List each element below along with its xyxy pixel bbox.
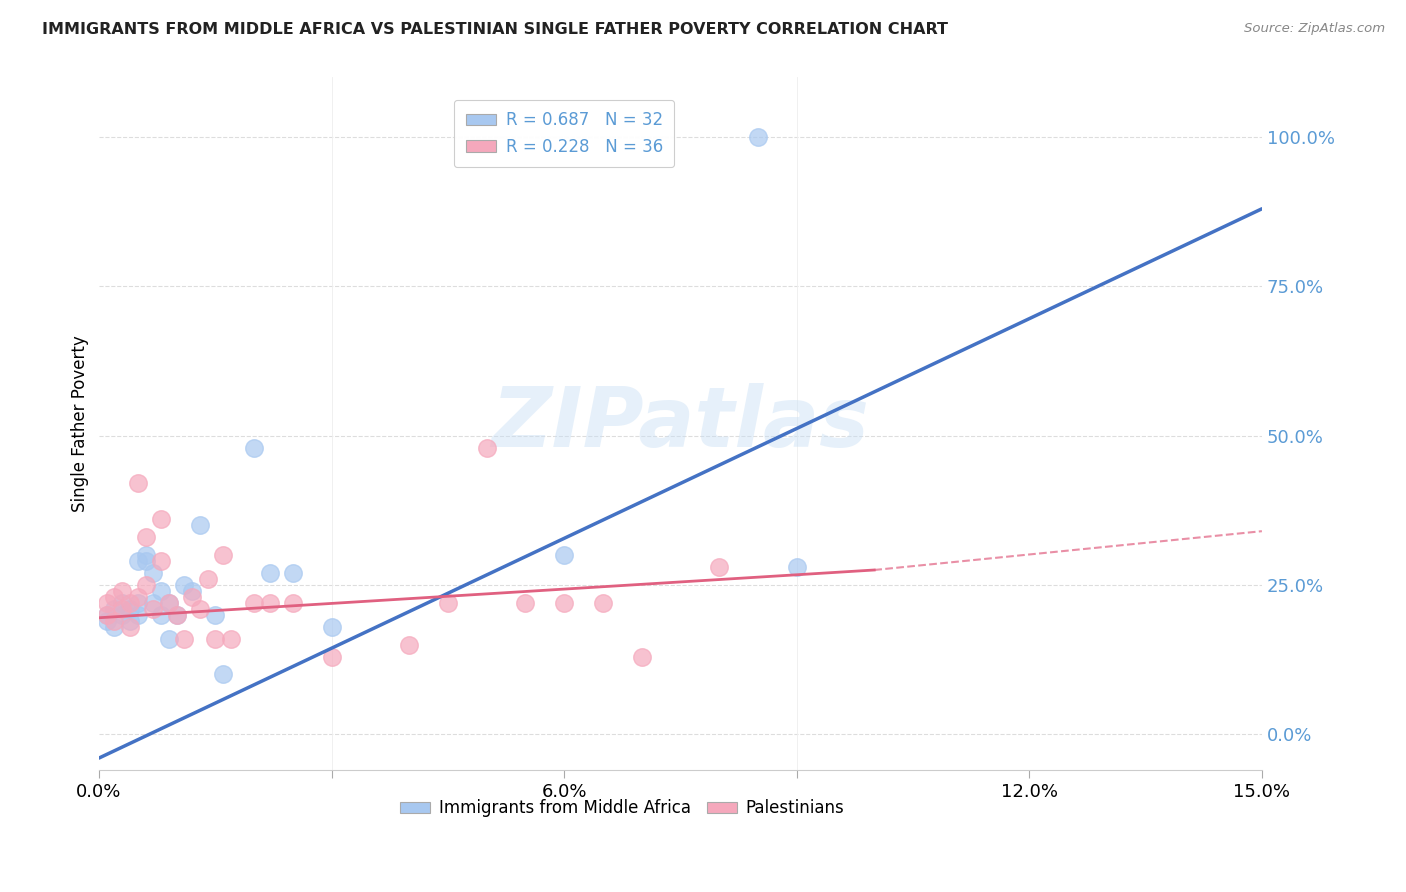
Point <box>134 578 156 592</box>
Point <box>243 596 266 610</box>
Point <box>437 596 460 610</box>
Point <box>747 130 769 145</box>
Point <box>103 614 125 628</box>
Point <box>103 602 125 616</box>
Point <box>96 614 118 628</box>
Point <box>553 596 575 610</box>
Point <box>96 607 118 622</box>
Point <box>219 632 242 646</box>
Point <box>157 632 180 646</box>
Point <box>111 607 134 622</box>
Point <box>321 649 343 664</box>
Point <box>553 548 575 562</box>
Point <box>398 638 420 652</box>
Point <box>166 607 188 622</box>
Point <box>281 566 304 580</box>
Point <box>212 667 235 681</box>
Point <box>127 596 149 610</box>
Point <box>134 548 156 562</box>
Text: Source: ZipAtlas.com: Source: ZipAtlas.com <box>1244 22 1385 36</box>
Point <box>475 441 498 455</box>
Y-axis label: Single Father Poverty: Single Father Poverty <box>72 335 89 512</box>
Point <box>197 572 219 586</box>
Point <box>630 649 652 664</box>
Point <box>111 596 134 610</box>
Point <box>111 602 134 616</box>
Point <box>204 632 226 646</box>
Point <box>321 620 343 634</box>
Point <box>181 583 204 598</box>
Point <box>157 596 180 610</box>
Point <box>127 554 149 568</box>
Text: IMMIGRANTS FROM MIDDLE AFRICA VS PALESTINIAN SINGLE FATHER POVERTY CORRELATION C: IMMIGRANTS FROM MIDDLE AFRICA VS PALESTI… <box>42 22 948 37</box>
Point <box>166 607 188 622</box>
Point <box>103 620 125 634</box>
Point <box>111 583 134 598</box>
Point <box>259 596 281 610</box>
Point <box>96 596 118 610</box>
Point <box>127 607 149 622</box>
Point <box>259 566 281 580</box>
Point <box>134 530 156 544</box>
Point <box>142 566 165 580</box>
Point <box>96 607 118 622</box>
Point <box>103 590 125 604</box>
Point <box>118 620 141 634</box>
Point <box>142 596 165 610</box>
Point <box>204 607 226 622</box>
Point <box>592 596 614 610</box>
Point <box>212 548 235 562</box>
Point <box>786 560 808 574</box>
Point <box>188 602 211 616</box>
Point <box>150 512 173 526</box>
Point <box>709 560 731 574</box>
Point <box>150 583 173 598</box>
Point <box>118 596 141 610</box>
Point <box>150 554 173 568</box>
Point <box>173 632 195 646</box>
Point <box>127 590 149 604</box>
Point <box>127 476 149 491</box>
Point <box>157 596 180 610</box>
Point <box>142 602 165 616</box>
Point <box>515 596 537 610</box>
Text: ZIPatlas: ZIPatlas <box>492 384 869 464</box>
Point <box>134 554 156 568</box>
Point <box>281 596 304 610</box>
Point <box>243 441 266 455</box>
Point <box>188 518 211 533</box>
Point <box>181 590 204 604</box>
Point <box>173 578 195 592</box>
Legend: Immigrants from Middle Africa, Palestinians: Immigrants from Middle Africa, Palestini… <box>394 793 851 824</box>
Point <box>118 614 141 628</box>
Point <box>150 607 173 622</box>
Point <box>118 602 141 616</box>
